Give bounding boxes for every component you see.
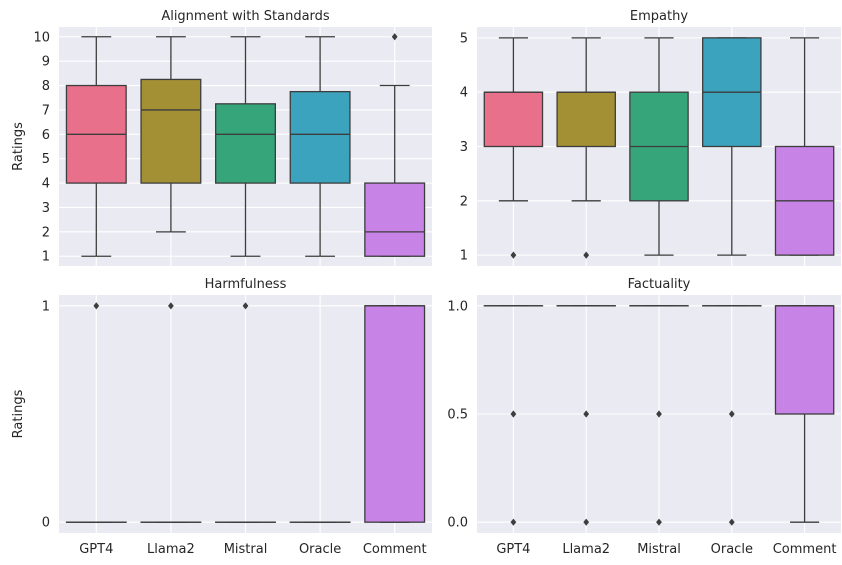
panel-1-ylabel: Ratings (11, 122, 26, 171)
panel-4-xtick-label: Mistral (637, 542, 681, 557)
panel-1-box-llama2 (141, 79, 201, 183)
panel-1-box-comment (365, 183, 425, 256)
panel-3-xtick-label: Mistral (224, 542, 268, 557)
panel-1-ytick-label: 4 (42, 177, 50, 192)
panel-1-ytick-label: 7 (42, 103, 50, 118)
panel-2-title: Empathy (630, 9, 688, 24)
panel-4-xtick-label: Llama2 (562, 542, 610, 557)
panel-2-box-llama2 (557, 92, 615, 146)
panel-4-xtick-label: Comment (773, 542, 837, 557)
panel-4-xtick-label: GPT4 (496, 542, 530, 557)
panel-3-xtick-label: Oracle (299, 542, 341, 557)
panel-1-ytick-label: 10 (33, 30, 50, 45)
panel-4-ytick-label: 1.0 (447, 299, 468, 314)
panel-3-ylabel: Ratings (11, 389, 26, 438)
panel-3-box-comment (365, 306, 425, 522)
panel-2-ytick-label: 5 (460, 31, 468, 46)
panel-2-ytick-label: 2 (460, 194, 468, 209)
panel-2-ytick-label: 1 (460, 249, 468, 264)
panel-1-box-mistral (216, 104, 276, 183)
panel-1-title: Alignment with Standards (161, 9, 330, 24)
panel-3-xtick-label: Llama2 (147, 542, 195, 557)
panel-4-ytick-label: 0.5 (447, 408, 468, 423)
panel-1-ytick-label: 3 (42, 201, 50, 216)
panel-4-xtick-label: Oracle (711, 542, 753, 557)
panel-4-title: Factuality (628, 277, 691, 292)
panel-3-xtick-label: GPT4 (79, 542, 113, 557)
panel-1-ytick-label: 8 (42, 79, 50, 94)
panel-1-ytick-label: 5 (42, 152, 50, 167)
panel-3-ytick-label: 0 (42, 516, 50, 531)
panel-3-ytick-label: 1 (42, 299, 50, 314)
panel-3-title: Harmfulness (205, 277, 287, 292)
panel-1-ytick-label: 9 (42, 55, 50, 70)
panel-3-xtick-label: Comment (363, 542, 427, 557)
panel-2-ytick-label: 3 (460, 140, 468, 155)
panel-1-ytick-label: 6 (42, 128, 50, 143)
panel-1-ytick-label: 2 (42, 225, 50, 240)
panel-4-ytick-label: 0.0 (447, 516, 468, 531)
panel-1-box-oracle (290, 92, 350, 183)
panel-4-box-comment (775, 306, 833, 414)
panel-2-ytick-label: 4 (460, 86, 468, 101)
panel-1-ytick-label: 1 (42, 250, 50, 265)
panel-2-box-gpt4 (484, 92, 542, 146)
